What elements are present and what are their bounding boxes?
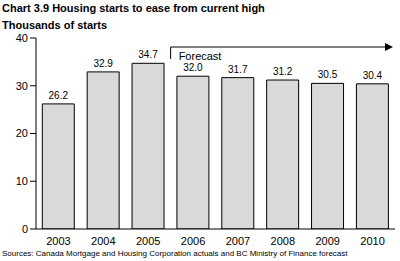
svg-text:30: 30 xyxy=(16,80,28,92)
svg-text:2008: 2008 xyxy=(271,235,295,247)
svg-text:2009: 2009 xyxy=(315,235,339,247)
svg-text:20: 20 xyxy=(16,127,28,139)
svg-text:30.5: 30.5 xyxy=(318,69,338,80)
svg-text:30.4: 30.4 xyxy=(363,70,383,81)
svg-text:32.0: 32.0 xyxy=(183,62,203,73)
html-text:Thousands of starts: Thousands of starts xyxy=(2,19,108,31)
svg-text:34.7: 34.7 xyxy=(138,49,158,60)
svg-text:31.7: 31.7 xyxy=(228,64,248,75)
svg-text:31.2: 31.2 xyxy=(273,66,293,77)
svg-text:2007: 2007 xyxy=(226,235,250,247)
svg-text:2005: 2005 xyxy=(136,235,160,247)
svg-text:26.2: 26.2 xyxy=(49,90,69,101)
svg-text:2006: 2006 xyxy=(181,235,205,247)
html-text:Sources: Canada Mortgage and H: Sources: Canada Mortgage and Housing Cor… xyxy=(2,249,348,258)
html-text:Chart 3.9 Housing starts to ea: Chart 3.9 Housing starts to ease from cu… xyxy=(2,2,265,14)
svg-text:2003: 2003 xyxy=(46,235,70,247)
svg-text:2004: 2004 xyxy=(91,235,115,247)
svg-text:32.9: 32.9 xyxy=(93,58,113,69)
svg-text:0: 0 xyxy=(22,223,28,235)
svg-text:Forecast: Forecast xyxy=(179,50,222,62)
svg-text:40: 40 xyxy=(16,32,28,44)
svg-text:2010: 2010 xyxy=(360,235,384,247)
svg-text:10: 10 xyxy=(16,175,28,187)
